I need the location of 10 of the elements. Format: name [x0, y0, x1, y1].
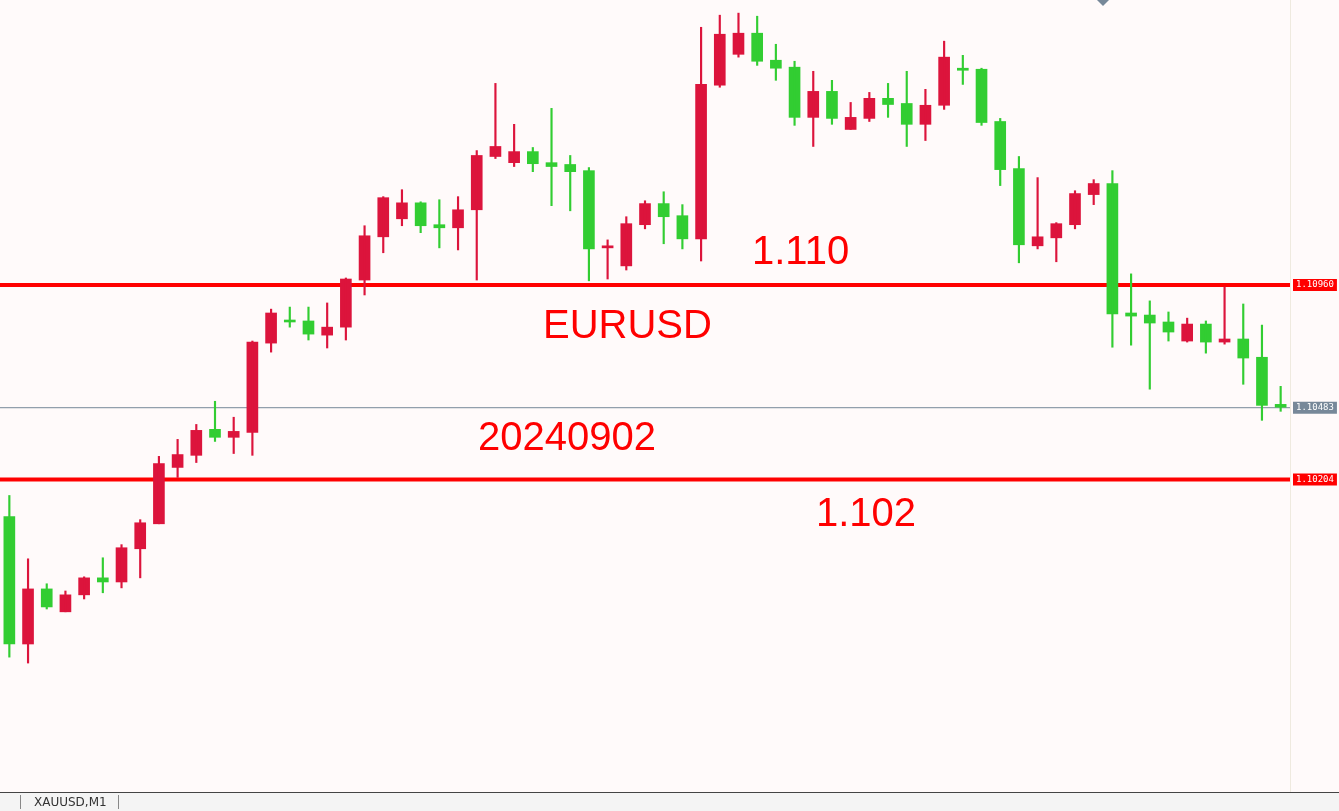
text: XAUUSD,M1	[34, 795, 107, 809]
y-tick-label: 1.10204	[1296, 473, 1334, 484]
candlestick	[957, 55, 969, 85]
annotation: 1.110	[752, 228, 850, 273]
candlestick	[227, 416, 240, 454]
annotation: 20240902	[478, 414, 656, 459]
y-tick-label: 1.10960	[1296, 279, 1334, 290]
annotation: EURUSD	[543, 302, 712, 347]
annotation: 1.102	[816, 490, 917, 535]
y-tick-label: 1.10483	[1296, 402, 1334, 413]
